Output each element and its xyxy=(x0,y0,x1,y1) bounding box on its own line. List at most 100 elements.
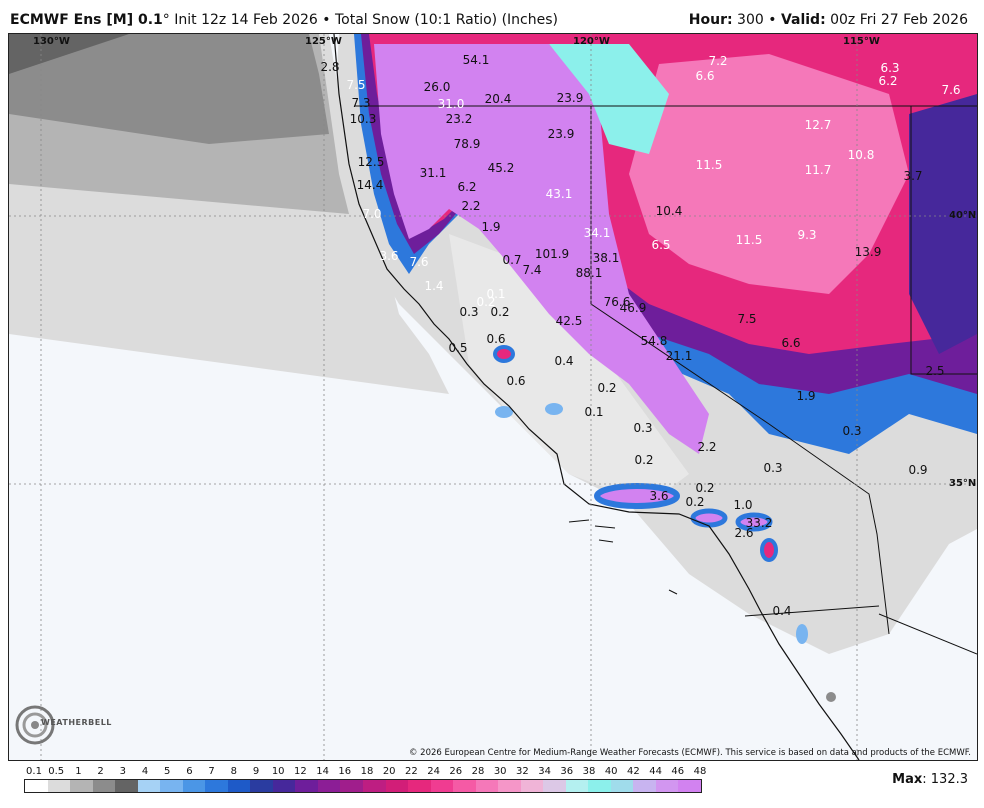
legend-tick-label: 8 xyxy=(230,766,237,777)
snow-total-label: 2.8 xyxy=(320,60,340,74)
snow-total-label: 7.0 xyxy=(362,207,382,221)
snow-total-label: 0.7 xyxy=(502,253,522,267)
coord-40n: 40°N xyxy=(949,210,977,221)
logo-text: WEATHERBELL xyxy=(41,718,112,727)
snow-total-label: 0.2 xyxy=(695,481,715,495)
snow-total-label: 12.7 xyxy=(804,118,832,132)
snow-total-label: 3.6 xyxy=(379,249,399,263)
legend-tick-label: 48 xyxy=(693,766,707,777)
snow-total-label: 11.7 xyxy=(804,163,832,177)
snow-total-label: 0.6 xyxy=(506,374,526,388)
snow-total-label: 10.4 xyxy=(655,204,683,218)
snow-total-label: 54.1 xyxy=(462,53,490,67)
legend-tick-label: 0.1 xyxy=(26,766,42,777)
snow-total-label: 0.2 xyxy=(597,381,617,395)
max-value: Max: 132.3 xyxy=(892,772,968,787)
coastline xyxy=(333,34,860,760)
snow-total-label: 0.3 xyxy=(633,421,653,435)
legend-swatch xyxy=(182,780,206,792)
legend-swatch xyxy=(272,780,296,792)
legend-tick-label: 38 xyxy=(582,766,596,777)
snow-total-label: 0.6 xyxy=(486,332,506,346)
legend-swatch xyxy=(340,780,363,792)
snowfall-map: 130°W 125°W 120°W 115°W 40°N 35°N 54.1 26… xyxy=(8,33,978,761)
snow-total-label: 0.2 xyxy=(476,295,496,309)
snow-total-label: 23.9 xyxy=(556,91,584,105)
snow-total-label: 0.2 xyxy=(685,495,705,509)
snow-total-label: 2.2 xyxy=(461,199,481,213)
snow-total-label: 6.3 xyxy=(880,61,900,75)
snow-total-label: 33.2 xyxy=(745,516,773,530)
legend-tick-label: 44 xyxy=(649,766,662,777)
map-title: ECMWF Ens [M] 0.1° Init 12z 14 Feb 2026 … xyxy=(10,12,558,28)
legend-tick-labels: 0.1 0.5 1 2 3 4 5 6 7 8 9 10 12 14 16 18 20 22 24 26 28 30 32 3… xyxy=(24,766,706,778)
coord-130w: 130°W xyxy=(33,36,70,47)
snow-total-label: 1.0 xyxy=(733,498,753,512)
legend-swatch xyxy=(92,780,116,792)
snow-total-label: 0.9 xyxy=(908,463,928,477)
snow-total-label: 46.9 xyxy=(619,301,647,315)
legend-swatch xyxy=(565,780,589,792)
legend-swatch xyxy=(498,780,521,792)
legend-tick-label: 26 xyxy=(449,766,463,777)
color-legend: 0.1 0.5 1 2 3 4 5 6 7 8 9 10 12 14 16 18 20 22 24 26 28 30 32 3… xyxy=(24,766,706,793)
snow-total-label: 7.6 xyxy=(941,83,961,97)
snow-total-label: 38.1 xyxy=(592,251,620,265)
legend-tick-label: 6 xyxy=(186,766,193,777)
max-number: : 132.3 xyxy=(922,772,968,787)
legend-swatch xyxy=(655,780,679,792)
legend-tick-label: 20 xyxy=(382,766,396,777)
az-border xyxy=(878,613,977,655)
nv-ut-border xyxy=(910,106,977,375)
legend-tick-label: 5 xyxy=(164,766,171,777)
hour-value: 300 • xyxy=(732,12,781,28)
snow-total-label: 23.9 xyxy=(547,127,575,141)
legend-tick-label: 9 xyxy=(252,766,260,777)
san-gabriel-snow xyxy=(690,508,728,528)
legend-tick-label: 7 xyxy=(208,766,215,777)
snow-total-label: 6.6 xyxy=(695,69,715,83)
coord-125w: 125°W xyxy=(305,36,342,47)
legend-swatch xyxy=(205,780,228,792)
weatherbell-logo: WEATHERBELL xyxy=(15,702,111,748)
legend-tick-label: 16 xyxy=(338,766,352,777)
legend-swatch xyxy=(430,780,454,792)
legend-tick-label: 34 xyxy=(538,766,551,777)
legend-swatch xyxy=(475,780,499,792)
legend-tick-label: 2 xyxy=(97,766,104,777)
legend-tick-label: 28 xyxy=(471,766,485,777)
snow-total-label: 7.5 xyxy=(737,312,757,326)
snow-total-label: 43.1 xyxy=(545,187,573,201)
coord-115w: 115°W xyxy=(843,36,880,47)
coast-pocket-2 xyxy=(495,406,513,418)
copyright-notice: © 2026 European Centre for Medium-Range … xyxy=(408,748,971,758)
snow-total-label: 0.1 xyxy=(584,405,604,419)
legend-swatch xyxy=(520,780,544,792)
offshore-gray-darkest xyxy=(9,34,129,74)
nevada-purple xyxy=(909,94,977,354)
san-jacinto-snow xyxy=(760,538,778,562)
legend-tick-label: 22 xyxy=(405,766,418,777)
legend-tick-label: 14 xyxy=(316,766,329,777)
header: ECMWF Ens [M] 0.1° Init 12z 14 Feb 2026 … xyxy=(0,0,984,32)
legend-tick-label: 42 xyxy=(627,766,640,777)
legend-tick-label: 12 xyxy=(294,766,307,777)
snow-total-label: 0.3 xyxy=(842,424,862,438)
baja-peak xyxy=(826,692,836,702)
mexico-border xyxy=(744,605,880,617)
snow-total-label: 6.6 xyxy=(781,336,801,350)
san-bernardino-snow xyxy=(735,512,773,532)
title-separator: • xyxy=(317,12,335,28)
snow-total-label: 0.3 xyxy=(459,305,479,319)
legend-swatch xyxy=(115,780,138,792)
legend-tick-label: 10 xyxy=(271,766,285,777)
legend-swatch xyxy=(385,780,409,792)
central-valley xyxy=(449,234,689,504)
legend-swatch xyxy=(453,780,476,792)
snow-total-label: 34.1 xyxy=(583,226,611,240)
legend-tick-label: 18 xyxy=(360,766,374,777)
snow-total-label: 31.1 xyxy=(419,166,447,180)
snow-total-label: 11.5 xyxy=(695,158,723,172)
legend-swatch xyxy=(633,780,656,792)
snow-total-label: 1.4 xyxy=(424,279,444,293)
